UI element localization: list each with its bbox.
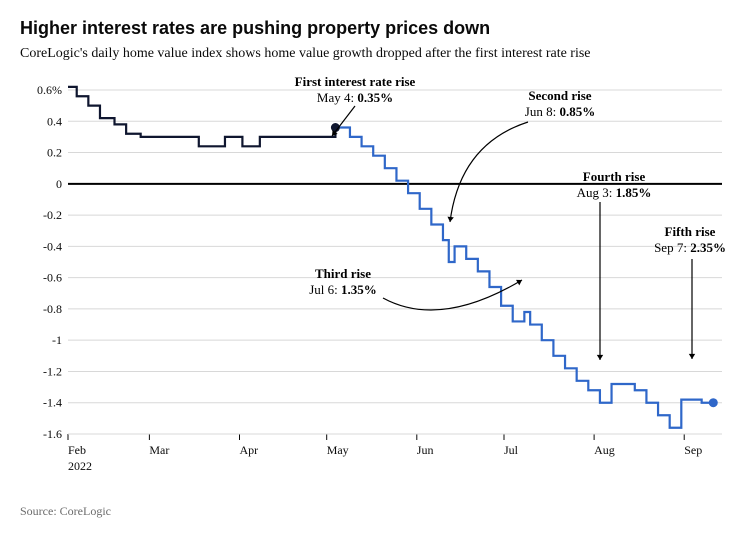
callout-fourth: [597, 202, 603, 360]
x-tick-label: Apr: [239, 443, 258, 457]
y-tick-label: 0: [56, 177, 62, 191]
x-tick-label: Feb: [68, 443, 86, 457]
y-tick-label: -0.8: [43, 302, 62, 316]
chart-svg: -1.6 -1.4 -1.2 -1 -0.8 -0.6 -0.4 -0.2 0 0.2 0.4 0.6…: [20, 74, 730, 494]
y-tick-label: -1.4: [43, 396, 62, 410]
y-tick-label: -1: [52, 333, 62, 347]
x-tick-label: Mar: [149, 443, 169, 457]
x-tick-label: Jun: [417, 443, 434, 457]
callout-second: [447, 122, 528, 222]
x-tick-label: Aug: [594, 443, 615, 457]
y-tick-label: -1.6: [43, 427, 62, 441]
marker-point: [709, 398, 718, 407]
x-tick-label: Sep: [684, 443, 702, 457]
y-tick-label: -1.2: [43, 364, 62, 378]
x-tick-label: Jul: [504, 443, 519, 457]
chart-source: Source: CoreLogic: [20, 504, 730, 519]
y-tick-label: 0.4: [47, 114, 62, 128]
y-tick-label: -0.2: [43, 208, 62, 222]
y-tick-label: 0.6%: [37, 83, 62, 97]
y-tick-label: -0.6: [43, 271, 62, 285]
chart-title: Higher interest rates are pushing proper…: [20, 18, 730, 39]
y-tick-label: -0.4: [43, 239, 62, 253]
grid: [68, 90, 722, 434]
x-tick-sublabel: 2022: [68, 459, 92, 473]
chart-area: -1.6 -1.4 -1.2 -1 -0.8 -0.6 -0.4 -0.2 0 0.2 0.4 0.6…: [20, 74, 730, 494]
series-pre-first-rise: [68, 87, 335, 146]
chart-subtitle: CoreLogic's daily home value index shows…: [20, 45, 730, 64]
y-tick-label: 0.2: [47, 145, 62, 159]
x-tick-label: May: [327, 443, 349, 457]
